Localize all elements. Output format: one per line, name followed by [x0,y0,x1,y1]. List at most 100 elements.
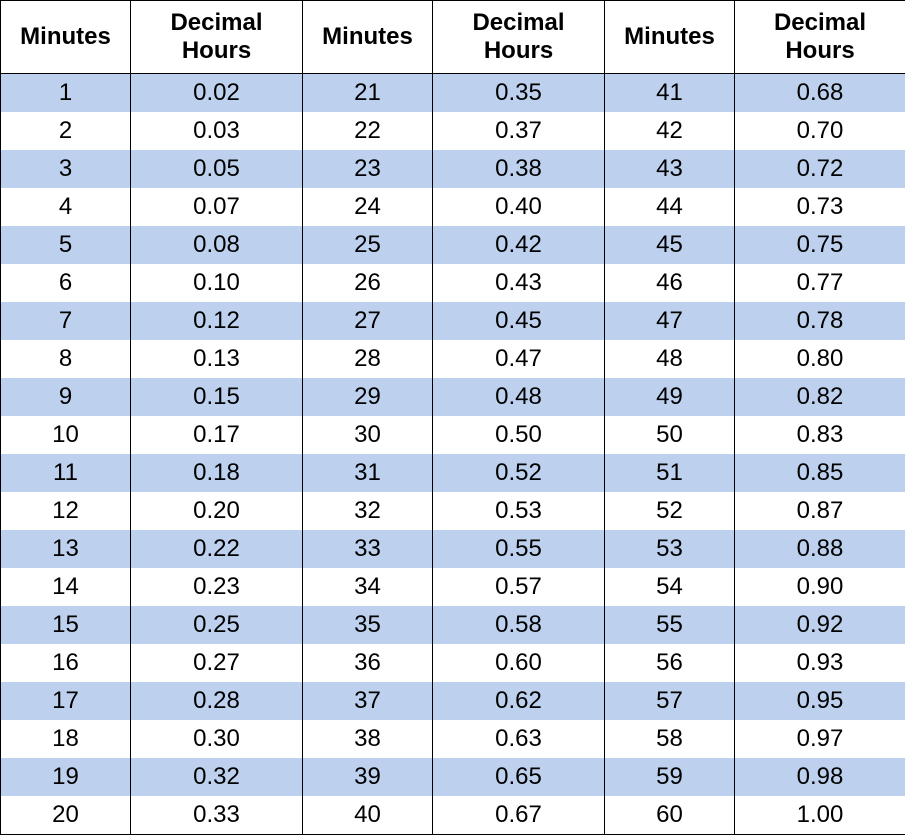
table-cell: 39 [303,758,433,796]
table-cell: 0.58 [433,606,605,644]
table-cell: 1.00 [735,796,905,835]
header-decimalhours-3: Decimal Hours [735,1,905,74]
table-cell: 0.63 [433,720,605,758]
table-cell: 0.77 [735,264,905,302]
table-cell: 41 [605,74,735,113]
table-cell: 48 [605,340,735,378]
table-cell: 14 [1,568,131,606]
table-row: 20.03220.37420.70 [1,112,905,150]
table-cell: 0.18 [131,454,303,492]
table-cell: 0.13 [131,340,303,378]
table-cell: 0.55 [433,530,605,568]
table-cell: 8 [1,340,131,378]
table-row: 90.15290.48490.82 [1,378,905,416]
table-row: 70.12270.45470.78 [1,302,905,340]
table-cell: 0.40 [433,188,605,226]
table-body: 10.02210.35410.6820.03220.37420.7030.052… [1,74,905,835]
table-cell: 38 [303,720,433,758]
table-row: 120.20320.53520.87 [1,492,905,530]
table-cell: 0.90 [735,568,905,606]
table-cell: 58 [605,720,735,758]
header-minutes-2: Minutes [303,1,433,74]
table-header: Minutes Decimal Hours Minutes Decimal Ho… [1,1,905,74]
table-cell: 5 [1,226,131,264]
table-cell: 0.82 [735,378,905,416]
table-row: 140.23340.57540.90 [1,568,905,606]
table-cell: 0.57 [433,568,605,606]
table-cell: 51 [605,454,735,492]
table-cell: 1 [1,74,131,113]
table-cell: 0.75 [735,226,905,264]
table-cell: 29 [303,378,433,416]
table-cell: 18 [1,720,131,758]
table-cell: 43 [605,150,735,188]
table-cell: 0.08 [131,226,303,264]
table-row: 30.05230.38430.72 [1,150,905,188]
table-cell: 0.28 [131,682,303,720]
table-cell: 0.60 [433,644,605,682]
table-cell: 27 [303,302,433,340]
table-cell: 0.02 [131,74,303,113]
header-line1: Decimal [735,9,905,37]
header-line2: Hours [735,37,905,65]
table-cell: 0.52 [433,454,605,492]
table-cell: 46 [605,264,735,302]
header-line2: Hours [433,37,604,65]
table-cell: 24 [303,188,433,226]
table-cell: 2 [1,112,131,150]
table-cell: 50 [605,416,735,454]
header-line1: Decimal [433,9,604,37]
header-minutes-3: Minutes [605,1,735,74]
table-cell: 7 [1,302,131,340]
table-cell: 0.25 [131,606,303,644]
table-cell: 23 [303,150,433,188]
table-header-row: Minutes Decimal Hours Minutes Decimal Ho… [1,1,905,74]
table-cell: 0.27 [131,644,303,682]
table-cell: 56 [605,644,735,682]
table-cell: 0.35 [433,74,605,113]
table-cell: 0.98 [735,758,905,796]
table-cell: 0.48 [433,378,605,416]
table-cell: 0.38 [433,150,605,188]
table-cell: 0.88 [735,530,905,568]
table-cell: 0.67 [433,796,605,835]
table-cell: 17 [1,682,131,720]
header-decimalhours-1: Decimal Hours [131,1,303,74]
table-cell: 59 [605,758,735,796]
table-cell: 0.87 [735,492,905,530]
table-row: 60.10260.43460.77 [1,264,905,302]
table-cell: 0.07 [131,188,303,226]
table-cell: 0.05 [131,150,303,188]
table-row: 80.13280.47480.80 [1,340,905,378]
table-row: 200.33400.67601.00 [1,796,905,835]
table-cell: 0.85 [735,454,905,492]
table-cell: 45 [605,226,735,264]
table-cell: 60 [605,796,735,835]
table-cell: 31 [303,454,433,492]
table-cell: 47 [605,302,735,340]
table-cell: 0.22 [131,530,303,568]
table-row: 50.08250.42450.75 [1,226,905,264]
table-cell: 0.92 [735,606,905,644]
table-cell: 0.72 [735,150,905,188]
table-cell: 15 [1,606,131,644]
table-row: 110.18310.52510.85 [1,454,905,492]
header-line1: Decimal [131,9,302,37]
table-cell: 0.30 [131,720,303,758]
table-cell: 35 [303,606,433,644]
table-cell: 0.80 [735,340,905,378]
table-cell: 6 [1,264,131,302]
table-cell: 0.53 [433,492,605,530]
table-cell: 0.83 [735,416,905,454]
table-cell: 0.12 [131,302,303,340]
table-cell: 54 [605,568,735,606]
table-cell: 11 [1,454,131,492]
table-cell: 0.42 [433,226,605,264]
table-cell: 12 [1,492,131,530]
table-cell: 52 [605,492,735,530]
table-row: 10.02210.35410.68 [1,74,905,113]
table-cell: 21 [303,74,433,113]
table-cell: 10 [1,416,131,454]
table-row: 160.27360.60560.93 [1,644,905,682]
header-line2: Minutes [1,23,130,51]
